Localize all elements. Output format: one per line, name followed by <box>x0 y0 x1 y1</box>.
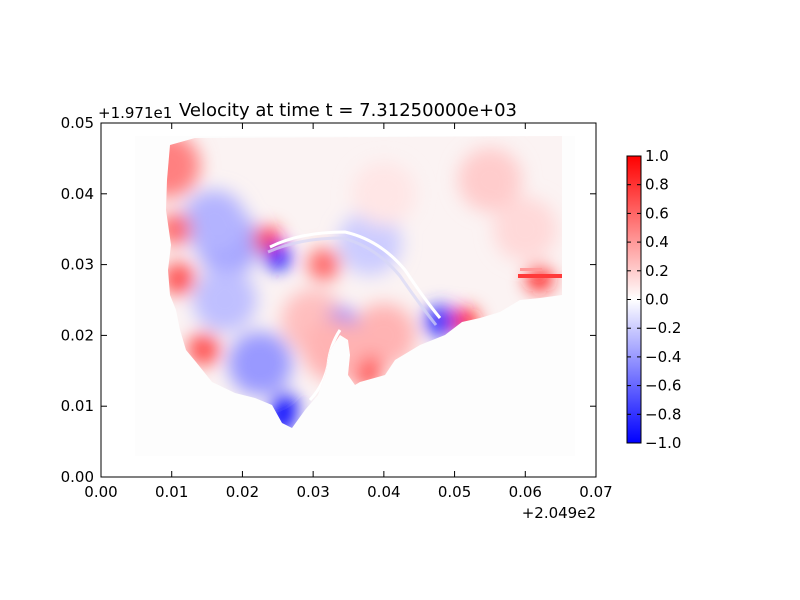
x-tick-label: 0.06 <box>509 483 542 501</box>
colorbar-tick-label: 1.0 <box>645 147 669 165</box>
velocity-point-14 <box>424 305 457 338</box>
velocity-point-4 <box>182 190 247 255</box>
y-tick-label: 0.00 <box>61 468 94 486</box>
x-tick-label: 0.01 <box>155 483 188 501</box>
axes-frame <box>100 122 597 478</box>
coastal-strip <box>518 274 562 278</box>
colorbar-tick-label: 0.4 <box>645 233 669 251</box>
y-offset-label: +1.971e1 <box>98 104 172 122</box>
velocity-point-20 <box>166 262 195 295</box>
x-tick-label: 0.05 <box>438 483 471 501</box>
channel-edge <box>269 230 442 319</box>
y-tick-label: 0.03 <box>61 256 94 274</box>
x-tick-label: 0.00 <box>84 483 117 501</box>
velocity-point-13 <box>526 265 553 292</box>
colorbar-tick-label: −1.0 <box>645 434 681 452</box>
y-tick-label: 0.05 <box>61 114 94 132</box>
velocity-point-6 <box>307 248 340 281</box>
coastal-strip-2 <box>520 268 542 271</box>
y-axis: 0.00 0.01 0.02 0.03 0.04 0.05 <box>61 114 596 486</box>
x-axis: 0.00 0.01 0.02 0.03 0.04 0.05 0.06 0.07 <box>84 123 613 501</box>
channel-edge-shadow <box>267 236 438 326</box>
colorbar-tick-label: −0.6 <box>645 377 681 395</box>
x-tick-label: 0.04 <box>367 483 400 501</box>
colorbar-tick-label: 0.8 <box>645 176 669 194</box>
velocity-point-3 <box>192 268 257 332</box>
colorbar-tick-label: 0.2 <box>645 262 669 280</box>
y-tick-label: 0.04 <box>61 185 94 203</box>
velocity-point-12 <box>493 197 558 262</box>
colorbar-tick-label: −0.4 <box>645 348 681 366</box>
velocity-point-11 <box>457 147 522 212</box>
x-tick-label: 0.07 <box>579 483 612 501</box>
x-offset-label: +2.049e2 <box>522 504 596 522</box>
x-tick-label: 0.02 <box>226 483 259 501</box>
chart-title: Velocity at time t = 7.31250000e+03 <box>179 100 517 121</box>
velocity-point-23 <box>228 331 293 396</box>
y-tick-label: 0.02 <box>61 326 94 344</box>
velocity-point-10 <box>351 161 416 226</box>
velocity-point-16 <box>351 303 416 368</box>
colorbar-ticks: 1.0 0.8 0.6 0.4 0.2 0.0 −0.2 −0.4 −0.6 −0.8 −1.0 <box>627 147 681 452</box>
x-tick-label: 0.03 <box>296 483 329 501</box>
colorbar-tick-label: −0.2 <box>645 319 681 337</box>
colorbar-tick-label: 0.6 <box>645 204 669 222</box>
velocity-point-19 <box>187 333 220 366</box>
colorbar-tick-label: 0.0 <box>645 291 669 309</box>
y-tick-label: 0.01 <box>61 397 94 415</box>
colorbar-tick-label: −0.8 <box>645 405 681 423</box>
